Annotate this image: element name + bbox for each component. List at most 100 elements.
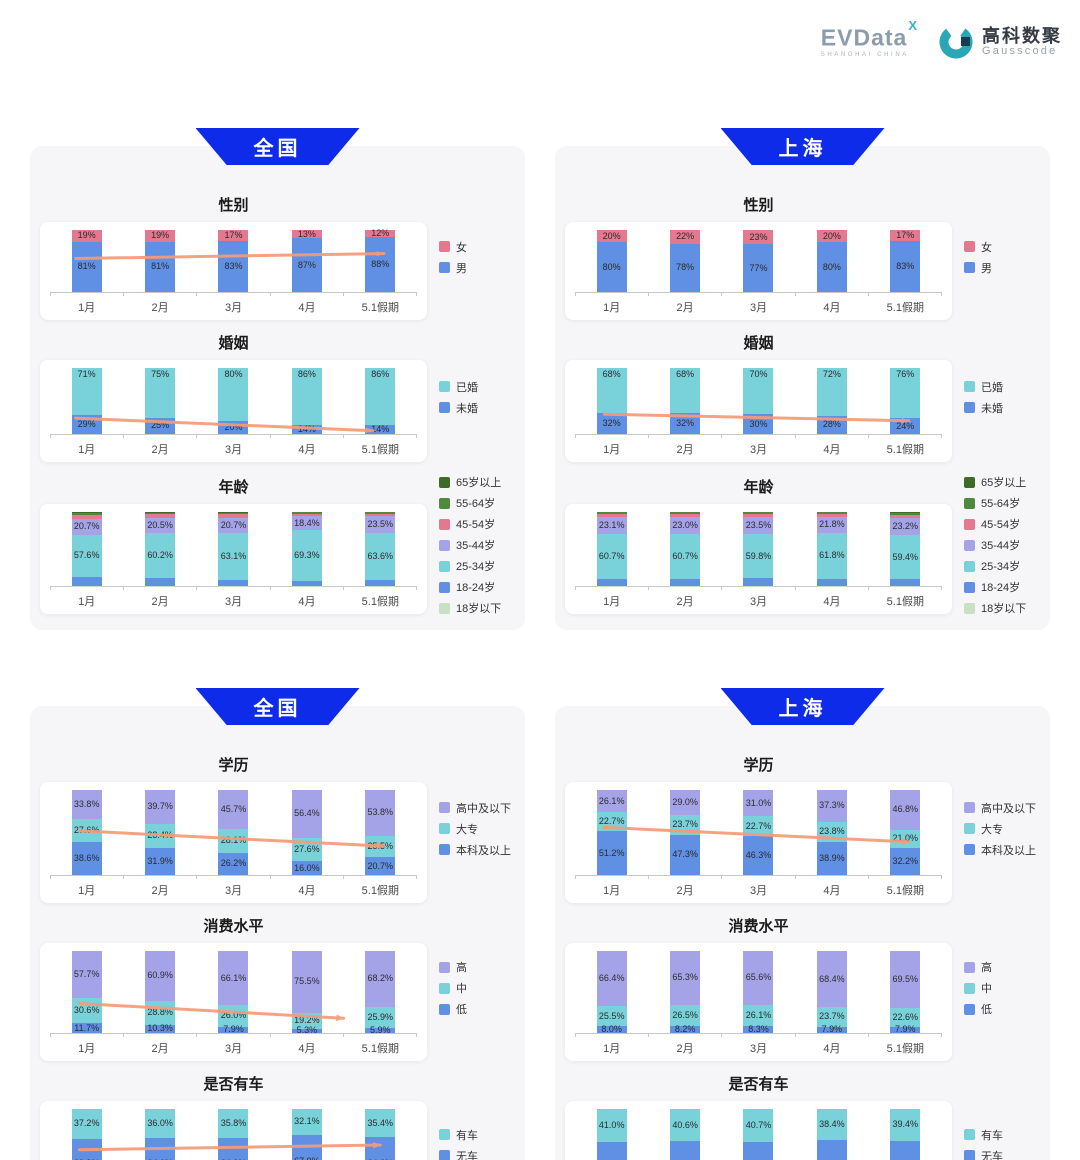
section-demographics: 全国 性别 81% 19% 81% 19% 83% 17% 87% 13% 88% 12% 1月 2月 3月… [30, 128, 1050, 630]
legend-label: 35-44岁 [456, 540, 496, 552]
segment-label: 68.2% [367, 973, 394, 984]
legend-item[interactable]: 高 [439, 959, 515, 975]
chart-legend: 有车 无车 [427, 1127, 515, 1160]
bar-segment: 29% [71, 414, 102, 434]
legend-item[interactable]: 未婚 [964, 400, 1040, 416]
bar-column: 80% 20% [816, 230, 847, 292]
bar-segment [71, 512, 102, 515]
bar-segment: 46.8% [890, 790, 921, 830]
legend-item[interactable]: 已婚 [439, 379, 515, 395]
bar-segment: 39.4% [890, 1109, 921, 1141]
legend-swatch [439, 497, 450, 509]
bar-column: 14% 86% [291, 368, 322, 434]
x-axis-tick-cell [575, 435, 650, 438]
legend-item[interactable]: 本科及以上 [439, 842, 515, 858]
legend-item[interactable]: 35-44岁 [439, 537, 515, 553]
bar-segment: 38.6% [71, 842, 102, 875]
legend-item[interactable]: 中 [439, 980, 515, 996]
legend-item[interactable]: 45-54岁 [439, 516, 515, 532]
legend-item[interactable]: 18岁以下 [964, 600, 1040, 616]
segment-label: 60.9% [147, 970, 173, 981]
legend-label: 未婚 [981, 402, 1003, 415]
legend-item[interactable]: 本科及以上 [964, 842, 1040, 858]
legend-item[interactable]: 65岁以上 [964, 474, 1040, 490]
legend-swatch [964, 560, 975, 572]
legend-item[interactable]: 高中及以下 [964, 800, 1040, 816]
x-axis-tick-cell [575, 587, 650, 590]
x-axis-label: 3月 [224, 596, 243, 608]
legend-item[interactable]: 高 [964, 959, 1040, 975]
bar-segment: 32% [596, 412, 627, 434]
x-axis-label: 4月 [298, 596, 316, 608]
legend-item[interactable]: 无车 [964, 1148, 1040, 1160]
legend-item[interactable]: 35-44岁 [964, 537, 1040, 553]
legend-item[interactable]: 有车 [964, 1127, 1040, 1143]
x-axis-tick-cell [722, 435, 796, 438]
x-axis-tick-cell [271, 1034, 344, 1037]
legend-item[interactable]: 男 [439, 260, 515, 276]
legend-item[interactable]: 65岁以上 [439, 474, 515, 490]
bar-segment: 28.8% [145, 1000, 176, 1025]
legend-item[interactable]: 低 [964, 1001, 1040, 1017]
legend-label: 本科及以上 [981, 844, 1036, 857]
legend-item[interactable]: 男 [964, 260, 1040, 276]
legend-item[interactable]: 18岁以下 [439, 600, 515, 616]
legend-item[interactable]: 大专 [439, 821, 515, 837]
x-axis-tick-cell [124, 435, 198, 438]
region-banner: 全国 [195, 128, 360, 165]
legend-item[interactable]: 无车 [439, 1148, 515, 1160]
legend-item[interactable]: 55-64岁 [964, 495, 1040, 511]
bar-segment [145, 512, 176, 513]
segment-label: 26.0% [220, 1010, 247, 1021]
legend-item[interactable]: 25-34岁 [964, 558, 1040, 574]
legend-item[interactable]: 45-54岁 [964, 516, 1040, 532]
x-axis-labels: 1月 2月 3月 4月 5.1假期 [50, 882, 417, 898]
legend-item[interactable]: 55-64岁 [439, 495, 515, 511]
chart-card-column: 性别 80% 20% 78% 22% 77% 23% 80% 20% 83% 17% 1月 2月 3月 4月… [565, 194, 952, 320]
bar-segment: 5.3% [291, 1026, 322, 1035]
chart-row: 性别 80% 20% 78% 22% 77% 23% 80% 20% 83% 17% 1月 2月 3月 4月… [565, 194, 1040, 320]
bar-segment [743, 512, 774, 514]
legend-item[interactable]: 未婚 [439, 400, 515, 416]
chart-title: 学历 [218, 757, 249, 774]
legend-item[interactable]: 18-24岁 [439, 579, 515, 595]
bar-column: 83% 17% [890, 230, 921, 292]
segment-label: 81% [151, 261, 170, 272]
legend-item[interactable]: 18-24岁 [964, 579, 1040, 595]
x-axis-label: 2月 [151, 444, 169, 456]
bar-column: 59.4% 23.2% [890, 512, 921, 586]
x-axis-label: 3月 [224, 1043, 243, 1055]
bar-segment [365, 580, 396, 586]
bar-segment: 80% [218, 368, 249, 421]
legend-item[interactable]: 有车 [439, 1127, 515, 1143]
bar-segment: 12% [365, 229, 396, 238]
legend-swatch [964, 1150, 975, 1160]
bar-segment [71, 514, 102, 520]
chart-row: 是否有车 59.0% 41.0% 59.4% 40.6% 59.3% 40.7% 61.6% 3… [565, 1073, 1040, 1160]
legend-swatch [439, 262, 450, 273]
legend-item[interactable]: 25-34岁 [439, 558, 515, 574]
legend-swatch [964, 262, 975, 273]
segment-label: 57.7% [73, 969, 100, 980]
bar-segment: 21.0% [890, 829, 921, 848]
legend-item[interactable]: 低 [439, 1001, 515, 1017]
chart-legend: 65岁以上 55-64岁 45-54岁 35-44岁 25-34岁 18-24岁 18岁以下 [427, 474, 515, 616]
segment-label: 22.6% [892, 1011, 919, 1022]
legend-item[interactable]: 中 [964, 980, 1040, 996]
legend-item[interactable]: 女 [964, 239, 1040, 255]
bar-segment [670, 513, 701, 517]
x-axis-tick-cell [197, 435, 271, 438]
bar-segment [670, 578, 701, 586]
x-axis-tick-cell [124, 293, 198, 296]
chart-card-column: 消费水平 8.0% 25.5% 66.4% 8.2% 26.5% 65.3% 8.3% 26.1… [565, 915, 952, 1061]
legend-item[interactable]: 高中及以下 [439, 800, 515, 816]
bar-segment: 59.4% [890, 535, 921, 580]
chart-card: 32% 68% 32% 68% 30% 70% 28% 72% 24% 76% 1月 2月 3月 4月 5.… [565, 360, 952, 462]
legend-item[interactable]: 大专 [964, 821, 1040, 837]
legend-swatch [964, 581, 975, 593]
legend-swatch [964, 961, 975, 973]
legend-item[interactable]: 已婚 [964, 379, 1040, 395]
bar-segment: 46.3% [743, 835, 774, 875]
legend-item[interactable]: 女 [439, 239, 515, 255]
chart-plot: 11.7% 30.6% 57.7% 10.3% 28.8% 60.9% 7.9% 26.0% 6… [50, 951, 417, 1035]
